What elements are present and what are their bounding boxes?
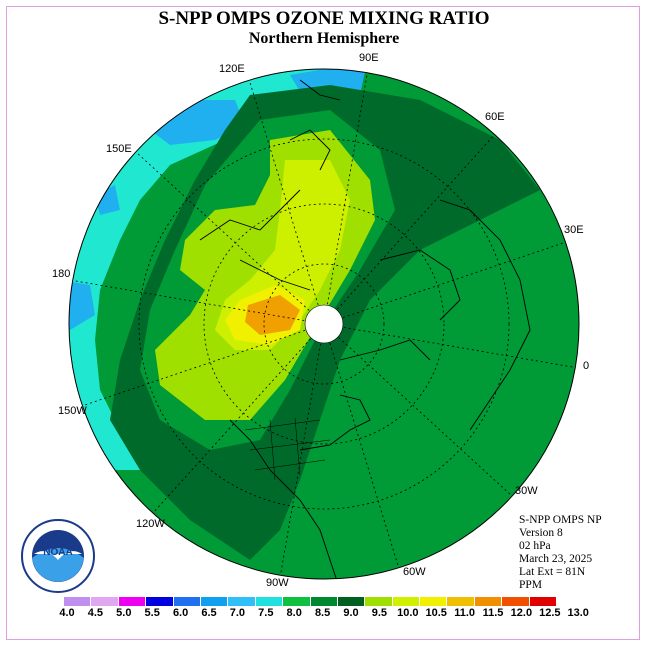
lon-label-120e: 120E [219, 63, 245, 75]
color-scale-tick-label: 4.5 [87, 607, 104, 619]
info-units: PPM [519, 579, 543, 591]
color-scale-swatch [310, 597, 338, 606]
color-scale-tick-label: 5.5 [144, 607, 160, 619]
lon-label-30w: 30W [515, 485, 538, 497]
info-pressure: 02 hPa [519, 540, 551, 552]
color-scale-tick-label: 9.5 [371, 607, 388, 619]
color-scale-tick-label: 8.5 [314, 607, 331, 619]
pole-hole [304, 304, 344, 344]
color-scale-swatch [474, 597, 503, 606]
color-scale-tick-label: 6.0 [172, 607, 189, 619]
color-scale [64, 597, 558, 606]
color-scale-swatch [447, 597, 475, 606]
color-scale-swatch [64, 597, 92, 606]
ozone-band-cyan [69, 69, 360, 470]
info-lat-ext: Lat Ext = 81N [519, 566, 586, 578]
color-scale-swatch [502, 597, 530, 606]
chart-subtitle: Northern Hemisphere [248, 30, 400, 47]
chart-title: S-NPP OMPS OZONE MIXING RATIO [158, 8, 490, 29]
color-scale-swatch [200, 597, 229, 606]
color-scale-tick-label: 8.0 [286, 607, 302, 619]
lon-label-150e: 150E [106, 143, 132, 155]
color-scale-tick-label: 4.0 [59, 607, 75, 619]
lon-label-90w: 90W [266, 577, 289, 589]
color-scale-swatch [392, 597, 421, 606]
color-scale-swatch [255, 597, 284, 606]
color-scale-tick-label: 11.5 [482, 607, 504, 619]
info-block: S-NPP OMPS NP Version 8 02 hPa March 23,… [519, 514, 602, 592]
color-scale-swatch [529, 597, 558, 606]
color-scale-swatch [365, 597, 393, 606]
color-scale-tick-label: 11.0 [454, 607, 475, 619]
lon-label-60e: 60E [485, 111, 505, 123]
figure-frame [6, 6, 640, 640]
ozone-patch-blue-1 [150, 100, 245, 145]
color-scale-swatch [420, 597, 448, 606]
color-scale-swatch [118, 597, 147, 606]
ozone-patch-blue-3 [69, 280, 95, 330]
latitude-circles [138, 138, 510, 510]
color-scale-swatch [283, 597, 311, 606]
lon-label-150w: 150W [58, 405, 87, 417]
color-scale-swatch [146, 597, 174, 606]
color-scale-tick-label: 7.5 [258, 607, 274, 619]
color-scale-tick-label: 12.0 [510, 607, 533, 619]
color-scale-tick-label: 10.0 [397, 607, 419, 619]
ozone-region-orange [245, 295, 300, 335]
map-outline [68, 68, 580, 580]
color-scale-tick-label: 9.0 [343, 607, 359, 619]
lon-label-0: 0 [583, 360, 590, 372]
color-scale-tick-label: 7.0 [229, 607, 246, 619]
color-scale-tick-label: 13.0 [567, 607, 589, 619]
color-scale-swatch [173, 597, 201, 606]
color-scale-tick-label: 6.5 [201, 607, 217, 619]
noaa-logo: NOAA [21, 519, 95, 593]
color-scale-tick-label: 12.5 [539, 607, 561, 619]
noaa-logo-text: NOAA [43, 547, 72, 558]
color-scale-tick-label: 5.0 [116, 607, 132, 619]
meridians [69, 69, 579, 579]
info-date: March 23, 2025 [519, 553, 593, 565]
info-version: Version 8 [519, 527, 563, 539]
coastlines [199, 79, 531, 579]
lon-label-30e: 30E [564, 224, 584, 236]
lon-label-90e: 90E [359, 52, 379, 64]
lon-label-180: 180 [52, 268, 71, 280]
color-scale-tick-label: 10.5 [425, 607, 447, 619]
state-borders [244, 417, 331, 481]
color-scale-swatch [228, 597, 256, 606]
lon-label-60w: 60W [403, 566, 426, 578]
color-scale-swatch [91, 597, 119, 606]
color-scale-swatch [337, 597, 366, 606]
lon-label-120w: 120W [136, 518, 165, 530]
info-instrument: S-NPP OMPS NP [519, 514, 602, 526]
